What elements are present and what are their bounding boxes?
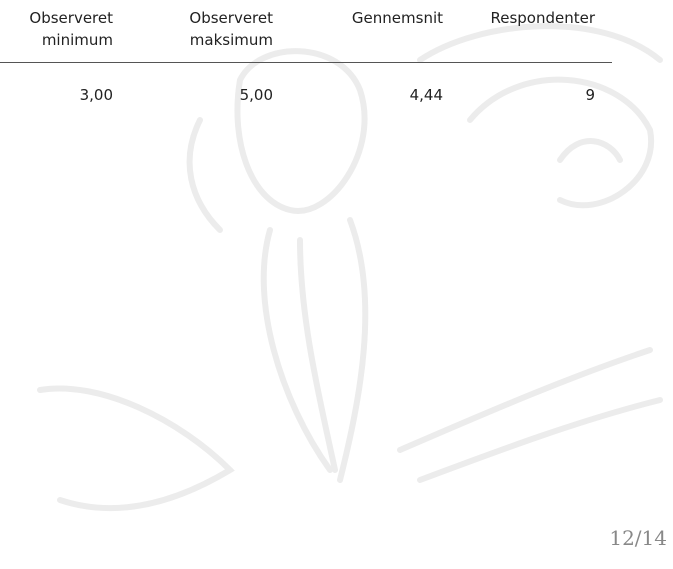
table-cell: 5,00 [239, 86, 273, 104]
header-rule [0, 62, 612, 63]
header-line: minimum [41, 31, 113, 49]
header-line: maksimum [189, 31, 273, 49]
header-line: Gennemsnit [351, 9, 443, 27]
column-header: Observeret maksimum [189, 7, 273, 51]
column-header: Observeret minimum [29, 7, 113, 51]
table-cell: 3,00 [79, 86, 113, 104]
column-header: Gennemsnit [352, 7, 443, 29]
table-cell: 4,44 [409, 86, 443, 104]
table-cell: 9 [585, 86, 595, 104]
header-line: Observeret [189, 9, 273, 27]
header-line: Respondenter [490, 9, 595, 27]
column-header: Respondenter [490, 7, 595, 29]
page-number: 12/14 [609, 526, 667, 550]
header-line: Observeret [29, 9, 113, 27]
